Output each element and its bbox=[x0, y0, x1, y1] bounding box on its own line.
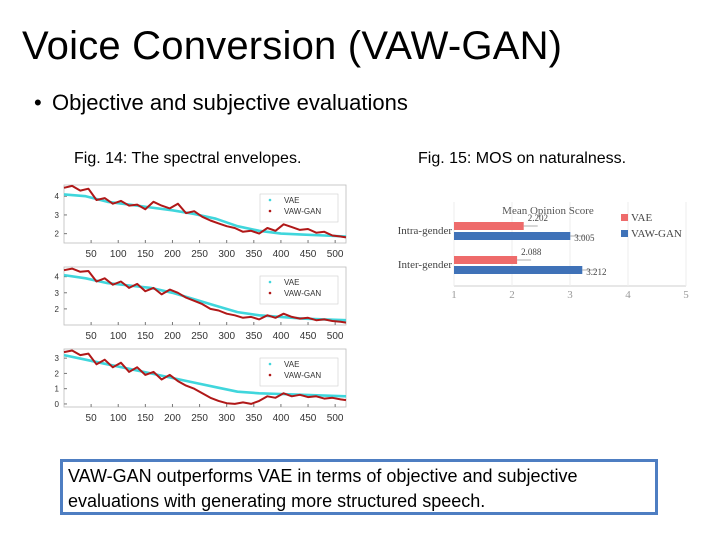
legend-marker bbox=[268, 291, 272, 295]
x-tick-label: 50 bbox=[86, 331, 98, 342]
x-tick-label: 400 bbox=[273, 331, 290, 342]
x-tick-label: 200 bbox=[164, 331, 181, 342]
bar-value-label: 3.212 bbox=[586, 267, 606, 277]
x-tick-label: 150 bbox=[137, 331, 154, 342]
x-tick-label: 500 bbox=[327, 249, 344, 260]
legend-marker bbox=[268, 209, 272, 213]
mos-bar-chart: 1 2 3 4 5 Mean Opinion Score Intra-gender 2.202… bbox=[398, 202, 689, 301]
x-tick-label: 500 bbox=[327, 413, 344, 424]
legend-marker bbox=[621, 214, 628, 221]
x-tick-label: 100 bbox=[110, 413, 127, 424]
x-tick-label: 400 bbox=[273, 413, 290, 424]
legend-box bbox=[259, 275, 339, 305]
x-tick-label: 250 bbox=[191, 413, 208, 424]
x-tick-label: 450 bbox=[300, 249, 317, 260]
x-tick-label: 2 bbox=[509, 289, 515, 301]
x-tick-label: 100 bbox=[110, 249, 127, 260]
legend-label: VAE bbox=[284, 196, 299, 205]
x-tick-label: 350 bbox=[245, 249, 262, 260]
x-tick-label: 1 bbox=[451, 289, 457, 301]
x-tick-label: 450 bbox=[300, 331, 317, 342]
x-tick-label: 3 bbox=[567, 289, 573, 301]
x-tick-label: 150 bbox=[137, 413, 154, 424]
legend-marker bbox=[268, 362, 272, 366]
x-tick-label: 300 bbox=[218, 413, 235, 424]
y-tick-label: 2 bbox=[55, 230, 60, 239]
x-tick-label: 500 bbox=[327, 331, 344, 342]
y-tick-label: 2 bbox=[55, 305, 60, 314]
series-line-vaw-gan bbox=[63, 184, 347, 239]
legend-label: VAW-GAN bbox=[284, 371, 321, 380]
x-tick-label: 350 bbox=[245, 331, 262, 342]
category-label: Intra-gender bbox=[398, 225, 453, 237]
y-tick-label: 3 bbox=[55, 289, 60, 298]
y-tick-label: 3 bbox=[55, 211, 60, 220]
fig15-caption: Fig. 15: MOS on naturalness. bbox=[418, 150, 627, 167]
x-tick-label: 4 bbox=[625, 289, 631, 301]
x-tick-label: 200 bbox=[164, 249, 181, 260]
legend-label: VAW-GAN bbox=[631, 228, 682, 240]
x-tick-label: 300 bbox=[218, 331, 235, 342]
y-tick-label: 4 bbox=[55, 273, 60, 282]
x-tick-label: 150 bbox=[137, 249, 154, 260]
bar-vae bbox=[454, 256, 518, 264]
x-tick-label: 400 bbox=[273, 249, 290, 260]
x-tick-label: 250 bbox=[191, 331, 208, 342]
bullet-item: • Objective and subjective evaluations bbox=[34, 90, 408, 116]
x-tick-label: 100 bbox=[110, 331, 127, 342]
bar-vaw-gan bbox=[454, 232, 571, 240]
x-tick-label: 5 bbox=[683, 289, 689, 301]
fig14-caption: Fig. 14: The spectral envelopes. bbox=[74, 150, 302, 167]
x-tick-label: 250 bbox=[191, 249, 208, 260]
category-label: Inter-gender bbox=[398, 259, 452, 271]
y-tick-label: 0 bbox=[55, 400, 60, 409]
slide-title: Voice Conversion (VAW-GAN) bbox=[22, 24, 563, 68]
bar-value-label: 2.088 bbox=[521, 247, 542, 257]
series-line-vaw-gan bbox=[63, 267, 347, 324]
x-tick-label: 50 bbox=[86, 249, 98, 260]
bullet-text: Objective and subjective evaluations bbox=[52, 90, 408, 115]
legend-label: VAE bbox=[631, 212, 652, 224]
bar-vaw-gan bbox=[454, 266, 583, 274]
x-tick-label: 200 bbox=[164, 413, 181, 424]
legend-marker bbox=[268, 373, 272, 377]
legend-box bbox=[259, 357, 339, 387]
x-tick-label: 450 bbox=[300, 413, 317, 424]
y-tick-label: 1 bbox=[55, 385, 60, 394]
legend-marker bbox=[268, 198, 272, 202]
y-tick-label: 2 bbox=[55, 369, 60, 378]
mos-chart-title: Mean Opinion Score bbox=[502, 205, 594, 217]
x-tick-label: 350 bbox=[245, 413, 262, 424]
y-tick-label: 3 bbox=[55, 354, 60, 363]
legend-label: VAW-GAN bbox=[284, 207, 321, 216]
legend-label: VAE bbox=[284, 278, 299, 287]
legend-box bbox=[259, 193, 339, 223]
x-tick-label: 300 bbox=[218, 249, 235, 260]
series-line-vaw-gan bbox=[63, 349, 347, 405]
legend-marker bbox=[621, 230, 628, 237]
bar-vae bbox=[454, 222, 524, 230]
bullet-dot: • bbox=[34, 90, 42, 115]
bar-value-label: 2.202 bbox=[528, 213, 548, 223]
legend-label: VAE bbox=[284, 360, 299, 369]
bar-value-label: 3.005 bbox=[574, 233, 595, 243]
y-tick-label: 4 bbox=[55, 192, 60, 201]
x-tick-label: 50 bbox=[86, 413, 98, 424]
legend-marker bbox=[268, 280, 272, 284]
conclusion-box: VAW-GAN outperforms VAE in terms of obje… bbox=[60, 459, 658, 515]
legend-label: VAW-GAN bbox=[284, 289, 321, 298]
